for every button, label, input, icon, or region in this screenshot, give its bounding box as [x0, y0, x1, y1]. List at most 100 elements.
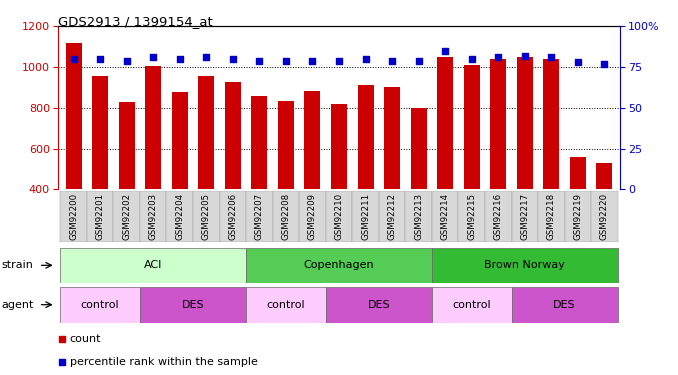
- Bar: [92, 76, 108, 189]
- Bar: [246, 287, 325, 322]
- Text: control: control: [452, 300, 491, 310]
- Text: strain: strain: [1, 260, 33, 270]
- Text: ACI: ACI: [144, 260, 162, 270]
- Text: Brown Norway: Brown Norway: [484, 260, 565, 270]
- Bar: [246, 191, 273, 242]
- Bar: [517, 57, 533, 189]
- Bar: [193, 191, 220, 242]
- Bar: [220, 191, 246, 242]
- Point: [360, 56, 371, 62]
- Bar: [60, 287, 140, 322]
- Bar: [325, 287, 432, 322]
- Text: GSM92216: GSM92216: [494, 193, 503, 240]
- Bar: [113, 191, 140, 242]
- Bar: [140, 287, 246, 322]
- Bar: [252, 96, 267, 189]
- Text: GSM92207: GSM92207: [255, 193, 264, 240]
- Bar: [405, 191, 432, 242]
- Text: DES: DES: [182, 300, 204, 310]
- Bar: [597, 164, 612, 189]
- Bar: [432, 248, 618, 283]
- Point: [599, 61, 610, 67]
- Point: [466, 56, 477, 62]
- Bar: [66, 43, 81, 189]
- Text: GSM92208: GSM92208: [281, 193, 290, 240]
- Bar: [538, 191, 565, 242]
- Text: GSM92202: GSM92202: [122, 193, 131, 240]
- Point: [68, 56, 79, 62]
- Bar: [379, 191, 405, 242]
- Text: GSM92213: GSM92213: [414, 193, 423, 240]
- Text: GSM92209: GSM92209: [308, 193, 317, 240]
- Text: GSM92204: GSM92204: [175, 193, 184, 240]
- Point: [493, 54, 504, 60]
- Text: DES: DES: [553, 300, 576, 310]
- Bar: [278, 101, 294, 189]
- Point: [307, 57, 318, 63]
- Text: GSM92205: GSM92205: [202, 193, 211, 240]
- Point: [174, 56, 185, 62]
- Bar: [464, 65, 479, 189]
- Bar: [411, 108, 426, 189]
- Bar: [432, 287, 511, 322]
- Bar: [331, 104, 347, 189]
- Point: [440, 48, 451, 54]
- Text: GSM92203: GSM92203: [148, 193, 158, 240]
- Bar: [458, 191, 485, 242]
- Bar: [591, 191, 618, 242]
- Point: [572, 59, 583, 65]
- Text: GSM92211: GSM92211: [361, 193, 370, 240]
- Bar: [273, 191, 299, 242]
- Text: GSM92215: GSM92215: [467, 193, 476, 240]
- Bar: [87, 191, 113, 242]
- Point: [227, 56, 238, 62]
- Bar: [353, 191, 379, 242]
- Bar: [172, 92, 188, 189]
- Point: [546, 54, 557, 60]
- Point: [56, 336, 67, 342]
- Bar: [511, 191, 538, 242]
- Point: [519, 53, 530, 58]
- Bar: [60, 248, 246, 283]
- Bar: [299, 191, 325, 242]
- Text: agent: agent: [1, 300, 34, 310]
- Bar: [570, 157, 586, 189]
- Text: percentile rank within the sample: percentile rank within the sample: [70, 357, 258, 367]
- Text: GSM92210: GSM92210: [334, 193, 344, 240]
- Text: GSM92206: GSM92206: [228, 193, 237, 240]
- Point: [413, 57, 424, 63]
- Text: GSM92220: GSM92220: [600, 193, 609, 240]
- Bar: [543, 59, 559, 189]
- Text: GSM92218: GSM92218: [547, 193, 556, 240]
- Bar: [384, 87, 400, 189]
- Bar: [60, 191, 87, 242]
- Point: [148, 54, 159, 60]
- Point: [201, 54, 212, 60]
- Bar: [565, 191, 591, 242]
- Text: GSM92217: GSM92217: [520, 193, 530, 240]
- Point: [95, 56, 106, 62]
- Bar: [511, 287, 618, 322]
- Point: [56, 359, 67, 365]
- Bar: [119, 102, 135, 189]
- Bar: [490, 59, 506, 189]
- Text: GSM92212: GSM92212: [388, 193, 397, 240]
- Point: [281, 57, 292, 63]
- Bar: [485, 191, 511, 242]
- Text: control: control: [266, 300, 305, 310]
- Text: GSM92201: GSM92201: [96, 193, 104, 240]
- Text: count: count: [70, 334, 101, 344]
- Bar: [432, 191, 458, 242]
- Text: DES: DES: [367, 300, 390, 310]
- Point: [254, 57, 265, 63]
- Point: [121, 57, 132, 63]
- Bar: [246, 248, 432, 283]
- Text: GSM92219: GSM92219: [574, 193, 582, 240]
- Bar: [145, 66, 161, 189]
- Text: GSM92214: GSM92214: [441, 193, 450, 240]
- Text: GDS2913 / 1399154_at: GDS2913 / 1399154_at: [58, 15, 212, 28]
- Text: GSM92200: GSM92200: [69, 193, 78, 240]
- Point: [334, 57, 344, 63]
- Bar: [357, 85, 374, 189]
- Point: [386, 57, 397, 63]
